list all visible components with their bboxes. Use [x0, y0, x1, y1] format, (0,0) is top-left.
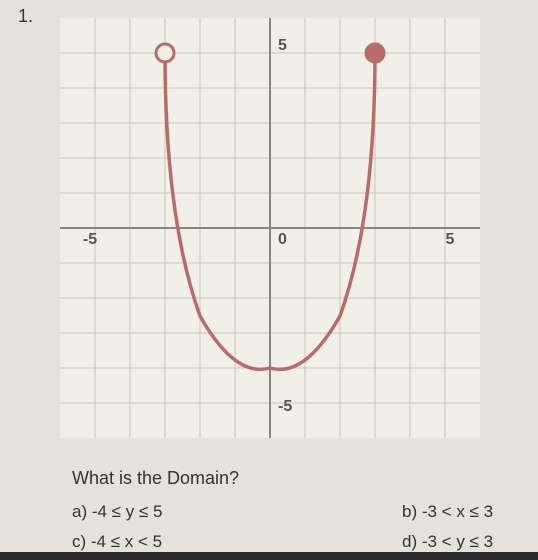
label-xneg5: -5: [83, 231, 97, 248]
graph: -5 0 5 5 -5: [60, 18, 480, 438]
option-c[interactable]: c) -4 ≤ x < 5: [72, 532, 162, 552]
open-point-left: [156, 44, 174, 62]
label-yneg5: -5: [278, 398, 292, 415]
label-xpos5: 5: [446, 231, 455, 248]
question-text: What is the Domain?: [72, 468, 239, 489]
option-a[interactable]: a) -4 ≤ y ≤ 5: [72, 502, 162, 522]
option-d[interactable]: d) -3 < y ≤ 3: [402, 532, 493, 552]
option-b[interactable]: b) -3 < x ≤ 3: [402, 502, 493, 522]
graph-svg: -5 0 5 5 -5: [60, 18, 480, 438]
bottom-bar: [0, 552, 538, 560]
label-origin: 0: [278, 231, 287, 248]
closed-point-right: [366, 44, 384, 62]
question-number: 1.: [18, 6, 33, 27]
label-ypos5: 5: [278, 37, 287, 54]
